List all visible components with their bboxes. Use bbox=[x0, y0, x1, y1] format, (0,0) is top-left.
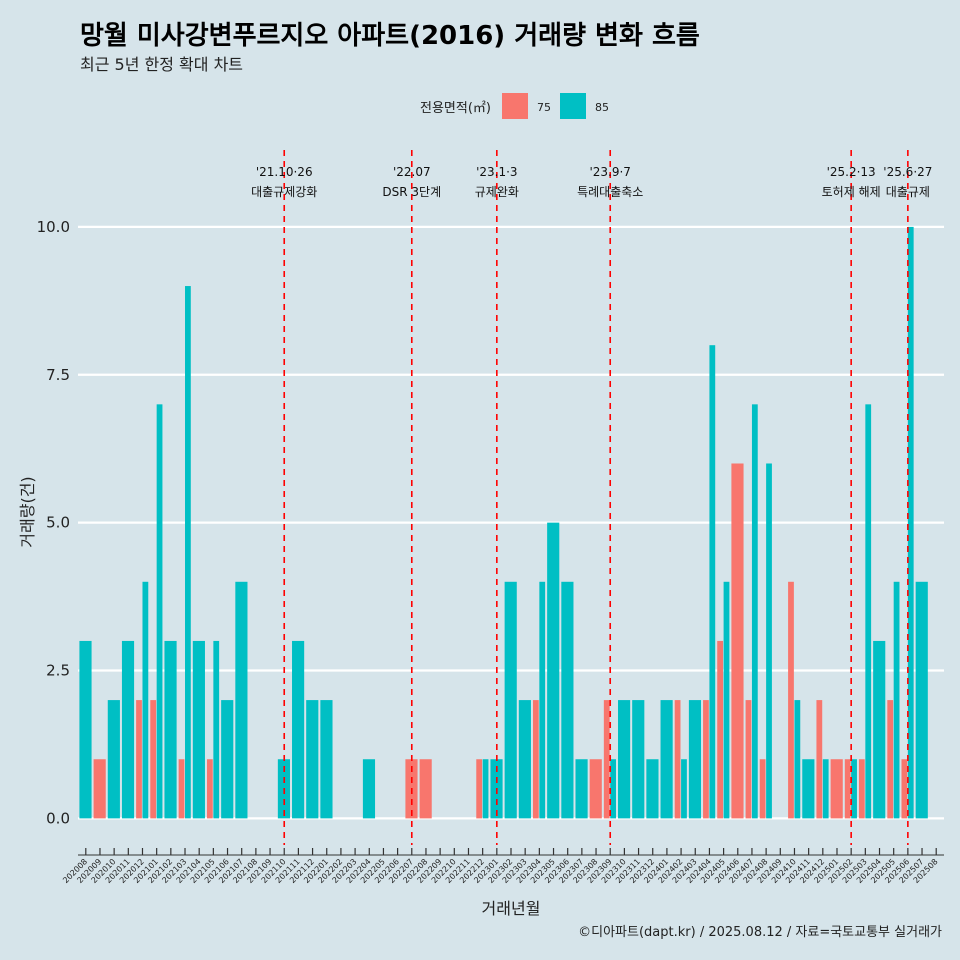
y-axis: 0.0 2.5 5.0 7.5 10.0 bbox=[37, 218, 70, 827]
bar-75-202412 bbox=[816, 700, 823, 819]
bar-85-202311 bbox=[632, 700, 645, 819]
y-tick-label: 0.0 bbox=[46, 809, 70, 827]
bar-75-202208 bbox=[419, 759, 432, 819]
bar-75-202505 bbox=[887, 700, 894, 819]
bar-85-202410 bbox=[794, 700, 801, 819]
bar-85-202011 bbox=[121, 640, 135, 819]
event-desc-label: 대출규제 bbox=[886, 185, 930, 199]
legend-label-85: 85 bbox=[595, 101, 609, 114]
bar-75-202309 bbox=[603, 700, 610, 819]
bar-85-202012 bbox=[142, 581, 149, 819]
bar-75-202404 bbox=[703, 700, 709, 819]
bar-85-202504 bbox=[873, 640, 886, 819]
bar-75-202501 bbox=[830, 759, 843, 819]
bar-85-202101 bbox=[156, 404, 163, 819]
legend-swatch-75 bbox=[502, 93, 528, 119]
bar-75-202502 bbox=[844, 759, 851, 819]
x-axis: 2020082020092020102020112020122021012021… bbox=[61, 848, 944, 885]
y-tick-label: 7.5 bbox=[46, 366, 70, 384]
grid bbox=[78, 225, 944, 820]
bar-85-202403 bbox=[688, 700, 702, 819]
bar-85-202303 bbox=[518, 700, 531, 819]
event-desc-label: 규제완화 bbox=[475, 185, 519, 199]
bar-85-202401 bbox=[660, 700, 673, 819]
event-lines: '21.10·26 대출규제강화 '22.07 DSR 3단계 '23.1·3 규제완화 '… bbox=[251, 150, 932, 845]
event-date-label: '25.6·27 bbox=[883, 165, 932, 179]
bar-75-202503 bbox=[858, 759, 865, 819]
bar-85-202305 bbox=[547, 522, 560, 819]
bar-85-202405 bbox=[723, 581, 730, 819]
bar-85-202201 bbox=[320, 700, 333, 819]
bar-75-202406 bbox=[731, 463, 744, 819]
bar-85-202412 bbox=[822, 759, 829, 819]
bar-85-202302 bbox=[504, 581, 517, 819]
legend-label-75: 75 bbox=[537, 101, 551, 114]
bar-85-202107 bbox=[235, 581, 248, 819]
bar-85-202106 bbox=[221, 700, 234, 819]
bar-85-202111 bbox=[292, 640, 305, 819]
bar-75-202408 bbox=[759, 759, 766, 819]
bar-85-202402 bbox=[681, 759, 687, 819]
bar-85-202310 bbox=[618, 700, 631, 819]
bar-85-202008 bbox=[79, 640, 92, 819]
bar-75-202101 bbox=[150, 700, 157, 819]
bar-85-202502 bbox=[851, 759, 857, 819]
caption: ©디아파트(dapt.kr) / 2025.08.12 / 자료=국토교통부 실… bbox=[578, 925, 942, 940]
bars bbox=[79, 226, 928, 819]
y-tick-label: 10.0 bbox=[37, 218, 70, 236]
bar-85-202010 bbox=[107, 700, 120, 819]
bar-75-202012 bbox=[136, 700, 142, 819]
bar-75-202407 bbox=[745, 700, 752, 819]
bar-85-202309 bbox=[610, 759, 616, 819]
bar-75-202105 bbox=[206, 759, 213, 819]
event-desc-label: 토허제 해제 bbox=[822, 185, 881, 199]
bar-85-202503 bbox=[865, 404, 872, 819]
bar-75-202410 bbox=[788, 581, 794, 819]
event-desc-label: 대출규제강화 bbox=[251, 185, 317, 199]
y-tick-label: 5.0 bbox=[46, 514, 70, 532]
legend: 전용면적(㎡) 75 85 bbox=[420, 93, 609, 119]
legend-swatch-85 bbox=[560, 93, 586, 119]
bar-85-202506 bbox=[907, 226, 914, 819]
bar-85-202105 bbox=[213, 640, 220, 819]
bar-85-202304 bbox=[539, 581, 546, 819]
bar-75-202212 bbox=[476, 759, 483, 819]
x-axis-title: 거래년월 bbox=[482, 899, 541, 918]
bar-75-202506 bbox=[901, 759, 908, 819]
bar-85-202507 bbox=[915, 581, 928, 819]
bar-85-202102 bbox=[164, 640, 177, 819]
bar-75-202402 bbox=[674, 700, 681, 819]
event-desc-label: DSR 3단계 bbox=[382, 185, 441, 199]
bar-85-202411 bbox=[802, 759, 815, 819]
bar-75-202405 bbox=[717, 640, 724, 819]
event-date-label: '23.9·7 bbox=[589, 165, 630, 179]
bar-85-202312 bbox=[646, 759, 659, 819]
y-axis-title: 거래량(건) bbox=[18, 476, 37, 547]
event-date-label: '22.07 bbox=[393, 165, 431, 179]
event-date-label: '25.2·13 bbox=[827, 165, 876, 179]
event-date-label: '23.1·3 bbox=[476, 165, 517, 179]
event-desc-label: 특례대출축소 bbox=[577, 185, 643, 199]
bar-85-202103 bbox=[185, 286, 191, 819]
bar-85-202204 bbox=[362, 759, 376, 819]
event-date-label: '21.10·26 bbox=[256, 165, 313, 179]
bar-85-202408 bbox=[766, 463, 772, 819]
chart-title: 망월 미사강변푸르지오 아파트(2016) 거래량 변화 흐름 bbox=[80, 21, 700, 51]
bar-85-202407 bbox=[751, 404, 758, 819]
bar-85-202306 bbox=[561, 581, 574, 819]
bar-85-202505 bbox=[893, 581, 900, 819]
bar-85-202404 bbox=[709, 345, 716, 819]
legend-title: 전용면적(㎡) bbox=[420, 101, 491, 116]
bar-75-202103 bbox=[178, 759, 185, 819]
chart-subtitle: 최근 5년 한정 확대 차트 bbox=[80, 55, 243, 74]
y-tick-label: 2.5 bbox=[46, 662, 70, 680]
bar-85-202307 bbox=[575, 759, 588, 819]
bar-75-202009 bbox=[93, 759, 106, 819]
bar-85-202212 bbox=[482, 759, 489, 819]
bar-85-202112 bbox=[306, 700, 319, 819]
bar-75-202304 bbox=[532, 700, 539, 819]
bar-85-202104 bbox=[192, 640, 205, 819]
bar-75-202308 bbox=[589, 759, 602, 819]
